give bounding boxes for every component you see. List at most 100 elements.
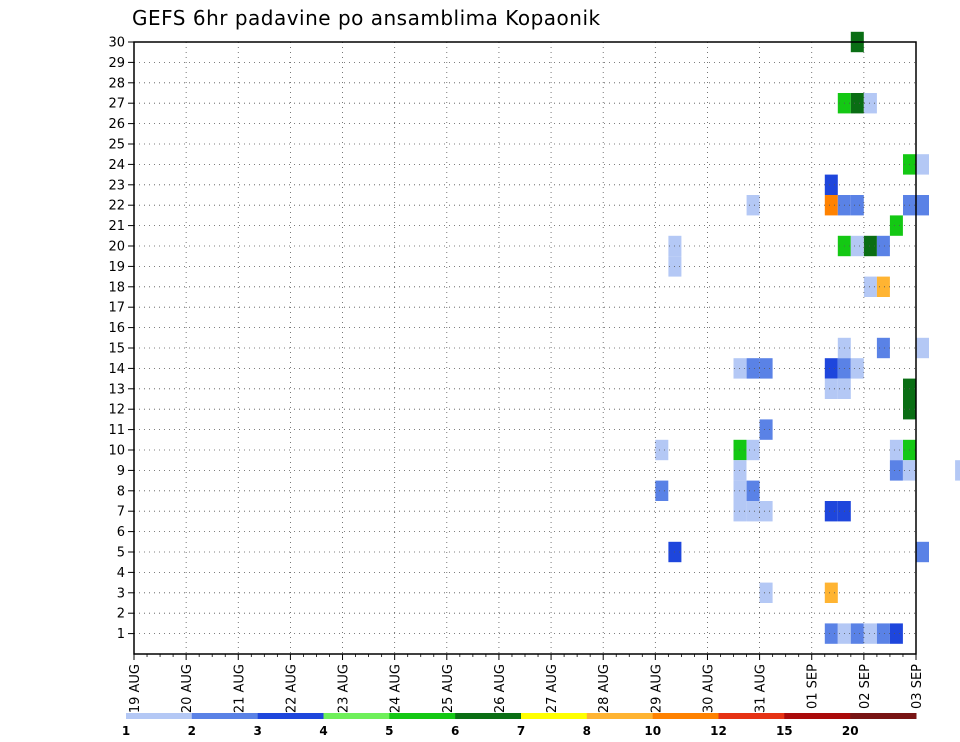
y-tick-label: 1 (117, 627, 125, 642)
heatmap-cell (746, 480, 760, 501)
heatmap-cell (863, 235, 877, 257)
heatmap-cell (850, 195, 864, 216)
colorbar-legend: 1 2 3 4 5 6 7 8 10 12 15 20 (122, 713, 917, 738)
colorbar-segment (718, 713, 785, 719)
colorbar-segment (784, 713, 851, 719)
heatmap-cell (863, 93, 877, 114)
x-tick-label: 22 AUG (284, 664, 299, 713)
heatmap-cell (746, 439, 760, 461)
y-tick-label: 10 (108, 444, 125, 459)
x-tick-label: 24 AUG (389, 664, 404, 713)
heatmap-cells (655, 31, 960, 644)
x-axis: 19 AUG 20 AUG 21 AUG 22 AUG 23 AUG 24 AUG 25 A… (128, 654, 925, 713)
y-tick-label: 28 (108, 76, 125, 91)
heatmap-cell (889, 460, 903, 481)
colorbar-label: 5 (385, 724, 393, 738)
y-tick-label: 14 (108, 362, 125, 377)
x-tick-label: 26 AUG (493, 664, 508, 713)
y-tick-label: 8 (117, 484, 125, 499)
y-axis: 1234567891011121314151617181920212223242… (108, 36, 134, 642)
heatmap-cell (863, 623, 877, 644)
heatmap-cell (889, 439, 903, 461)
heatmap-cell (824, 174, 838, 195)
colorbar-segment (455, 713, 522, 719)
y-tick-label: 17 (108, 301, 125, 316)
y-tick-label: 27 (108, 97, 125, 112)
chart-title: GEFS 6hr padavine po ansamblima Kopaonik (132, 6, 601, 30)
heatmap-cell (655, 480, 669, 501)
x-tick-label: 23 AUG (337, 664, 352, 713)
y-tick-label: 22 (108, 199, 125, 214)
y-tick-label: 2 (117, 607, 125, 622)
colorbar-segment (652, 713, 719, 719)
heatmap-cell (759, 582, 773, 603)
y-tick-label: 4 (117, 566, 125, 581)
colorbar-label: 10 (644, 724, 661, 738)
x-tick-label: 01 SEP (806, 664, 821, 709)
y-tick-label: 13 (108, 382, 125, 397)
colorbar-label: 12 (710, 724, 727, 738)
x-tick-label: 19 AUG (128, 664, 143, 713)
y-tick-label: 19 (108, 260, 125, 275)
x-tick-label: 30 AUG (701, 664, 716, 713)
heatmap-cell (759, 419, 773, 440)
x-tick-label: 21 AUG (232, 664, 247, 713)
y-tick-label: 12 (108, 403, 125, 418)
heatmap-cell (759, 501, 773, 522)
y-tick-label: 24 (108, 158, 125, 173)
heatmap-cell (916, 154, 929, 175)
heatmap-cell (746, 358, 760, 379)
heatmap-cell (824, 378, 838, 399)
heatmap-cell (850, 358, 864, 379)
heatmap-cell (876, 276, 890, 297)
heatmap-cell (850, 235, 864, 257)
y-tick-label: 21 (108, 219, 125, 234)
colorbar-label: 20 (842, 724, 859, 738)
y-tick-label: 20 (108, 240, 125, 255)
colorbar-segment (126, 713, 193, 719)
colorbar-segment (850, 713, 917, 719)
y-tick-label: 26 (108, 117, 125, 132)
heatmap-cell (759, 358, 773, 379)
colorbar-label: 3 (254, 724, 262, 738)
y-tick-label: 9 (117, 464, 125, 479)
heatmap-cell (746, 195, 760, 216)
heatmap-cell (824, 623, 838, 644)
colorbar-label: 6 (451, 724, 459, 738)
heatmap-cell (746, 501, 760, 522)
heatmap-cell (916, 541, 929, 563)
heatmap-cell (876, 337, 890, 359)
y-tick-label: 29 (108, 56, 125, 71)
heatmap-cell (824, 195, 838, 216)
heatmap-cell (916, 195, 929, 216)
colorbar-label: 7 (517, 724, 525, 738)
x-tick-label: 28 AUG (597, 664, 612, 713)
heatmap-cell (955, 460, 960, 481)
x-tick-label: 02 SEP (858, 664, 873, 709)
colorbar-segment (586, 713, 654, 719)
colorbar-label: 4 (319, 724, 327, 738)
heatmap-cell (889, 215, 903, 236)
colorbar-label: 15 (776, 724, 793, 738)
heatmap-cell (876, 623, 890, 644)
x-tick-label: 03 SEP (910, 664, 925, 709)
heatmap-cell (824, 358, 838, 379)
heatmap-cell (824, 582, 838, 603)
y-tick-label: 23 (108, 178, 125, 193)
colorbar-segment (323, 713, 390, 719)
y-tick-label: 30 (108, 36, 125, 51)
x-tick-label: 29 AUG (649, 664, 664, 713)
y-tick-label: 6 (117, 525, 125, 540)
heatmap-cell (655, 439, 669, 461)
colorbar-segment (521, 713, 588, 719)
x-tick-label: 25 AUG (441, 664, 456, 713)
y-tick-label: 7 (117, 505, 125, 520)
colorbar-label: 1 (122, 724, 130, 738)
x-tick-label: 20 AUG (180, 664, 195, 713)
y-tick-label: 5 (117, 546, 125, 561)
colorbar-segment (389, 713, 456, 719)
heatmap-cell (876, 235, 890, 257)
heatmap-cell (916, 337, 929, 359)
colorbar-segment (257, 713, 324, 719)
